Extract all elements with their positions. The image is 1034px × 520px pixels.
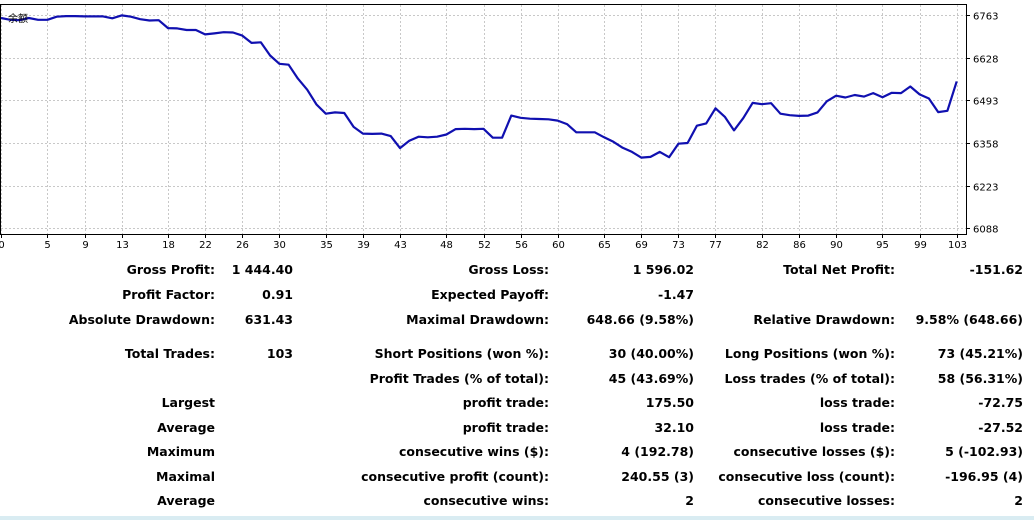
report-row: Maximal consecutive profit (count): 240.55… [0,465,1034,489]
metric-label: Gross Profit: [126,262,215,277]
metric-value: -27.52 [978,420,1023,435]
metric-label: profit trade: [462,395,549,410]
metric-value: 1 444.40 [231,262,293,277]
metric-label: Average [157,420,215,435]
y-tick-label: 6088 [973,225,998,236]
metric-label: consecutive loss (count): [718,469,895,484]
x-tick-label: 65 [598,240,611,251]
metric-value: 648.66 (9.58%) [586,312,694,327]
x-tick-label: 48 [440,240,453,251]
metric-label: consecutive profit (count): [361,469,549,484]
chart-frame [0,4,967,235]
metric-label: consecutive wins ($): [398,444,549,459]
metric-value: 30 (40.00%) [608,346,694,361]
metric-label: Long Positions (won %): [724,346,895,361]
x-tick-label: 43 [394,240,407,251]
metric-value: 45 (43.69%) [608,371,694,386]
metric-label: Maximal Drawdown: [406,312,549,327]
x-tick-label: 26 [236,240,249,251]
metric-value: 2 [1014,493,1023,508]
metric-label: loss trade: [819,420,895,435]
balance-line [0,14,958,159]
metric-value: 58 (56.31%) [937,371,1023,386]
metric-value: -72.75 [978,395,1023,410]
metric-value: 240.55 (3) [621,469,694,484]
metric-label: Maximum [146,444,215,459]
x-tick-label: 35 [320,240,333,251]
x-tick-label: 56 [515,240,528,251]
y-tick-label: 6628 [973,55,998,66]
metric-label: Largest [161,395,215,410]
x-tick-label: 82 [756,240,769,251]
x-tick-label: 13 [116,240,129,251]
metric-label: Maximal [156,469,215,484]
metric-label: Short Positions (won %): [374,346,549,361]
chart-title: 余额 [8,12,28,25]
x-tick-label: 0 [0,240,5,251]
metric-label: consecutive wins: [423,493,549,508]
metric-value: 0.91 [262,287,293,302]
metric-value: -151.62 [969,262,1023,277]
y-tick-label: 6358 [973,140,998,151]
report-row: Profit Trades (% of total): 45 (43.69%) Lo… [0,367,1034,391]
metric-value: 175.50 [645,395,694,410]
x-tick-label: 22 [199,240,212,251]
x-tick-label: 39 [357,240,370,251]
y-tick-label: 6763 [973,12,998,23]
report-row: Absolute Drawdown: 631.43 Maximal Drawdown… [0,308,1034,332]
report-row: Maximum consecutive wins ($): 4 (192.78) co… [0,440,1034,464]
report-row: Average consecutive wins: 2 consecutive los… [0,489,1034,513]
metric-value: 103 [266,346,293,361]
y-tick-label: 6223 [973,183,998,194]
y-tick-label: 6493 [973,97,998,108]
metric-label: profit trade: [462,420,549,435]
x-tick-label: 60 [552,240,565,251]
metric-value: 2 [685,493,694,508]
metric-value: 32.10 [654,420,694,435]
x-tick-label: 69 [635,240,648,251]
x-tick-label: 86 [793,240,806,251]
x-tick-label: 52 [478,240,491,251]
metric-label: consecutive losses ($): [733,444,895,459]
metric-label: Loss trades (% of total): [724,371,895,386]
report-row: Largest profit trade: 175.50 loss trade: -72… [0,391,1034,415]
x-tick-label: 103 [948,240,967,251]
metric-label: Average [157,493,215,508]
metric-value: 5 (-102.93) [945,444,1023,459]
metric-label: Total Trades: [124,346,215,361]
metric-label: Expected Payoff: [431,287,549,302]
x-tick-label: 90 [830,240,843,251]
metric-value: 1 596.02 [632,262,694,277]
metric-label: loss trade: [819,395,895,410]
metric-value: 4 (192.78) [621,444,694,459]
metric-value: 9.58% (648.66) [915,312,1023,327]
report-row: Profit Factor: 0.91 Expected Payoff: -1.47 [0,283,1034,307]
x-tick-label: 9 [82,240,88,251]
metric-label: Relative Drawdown: [753,312,895,327]
report-row: Gross Profit: 1 444.40 Gross Loss: 1 596.02… [0,258,1034,282]
metric-value: 631.43 [244,312,293,327]
x-tick-label: 73 [672,240,685,251]
metric-label: Total Net Profit: [783,262,895,277]
metric-label: Gross Loss: [468,262,549,277]
metric-label: Absolute Drawdown: [68,312,215,327]
metric-value: -196.95 (4) [945,469,1023,484]
balance-chart: 6088 6223 6358 6493 6628 6763 0 5 9 13 18 22 26 30 35… [0,0,1034,252]
report-row: Total Trades: 103 Short Positions (won %):… [0,342,1034,366]
metric-value: 73 (45.21%) [937,346,1023,361]
x-tick-label: 18 [162,240,175,251]
x-tick-label: 99 [914,240,927,251]
report-row: Average profit trade: 32.10 loss trade: -27.… [0,416,1034,440]
metric-value: -1.47 [657,287,694,302]
x-tick-label: 95 [876,240,889,251]
metric-label: Profit Trades (% of total): [369,371,549,386]
report-table: Gross Profit: 1 444.40 Gross Loss: 1 596.02… [0,258,1034,520]
balance-chart-svg: 6088 6223 6358 6493 6628 6763 0 5 9 13 18 22 26 30 35… [0,0,1034,252]
metric-label: Profit Factor: [122,287,215,302]
x-tick-label: 5 [44,240,50,251]
bottom-scroll-strip [0,516,1034,520]
x-tick-label: 77 [709,240,722,251]
metric-label: consecutive losses: [757,493,895,508]
x-tick-label: 30 [273,240,286,251]
